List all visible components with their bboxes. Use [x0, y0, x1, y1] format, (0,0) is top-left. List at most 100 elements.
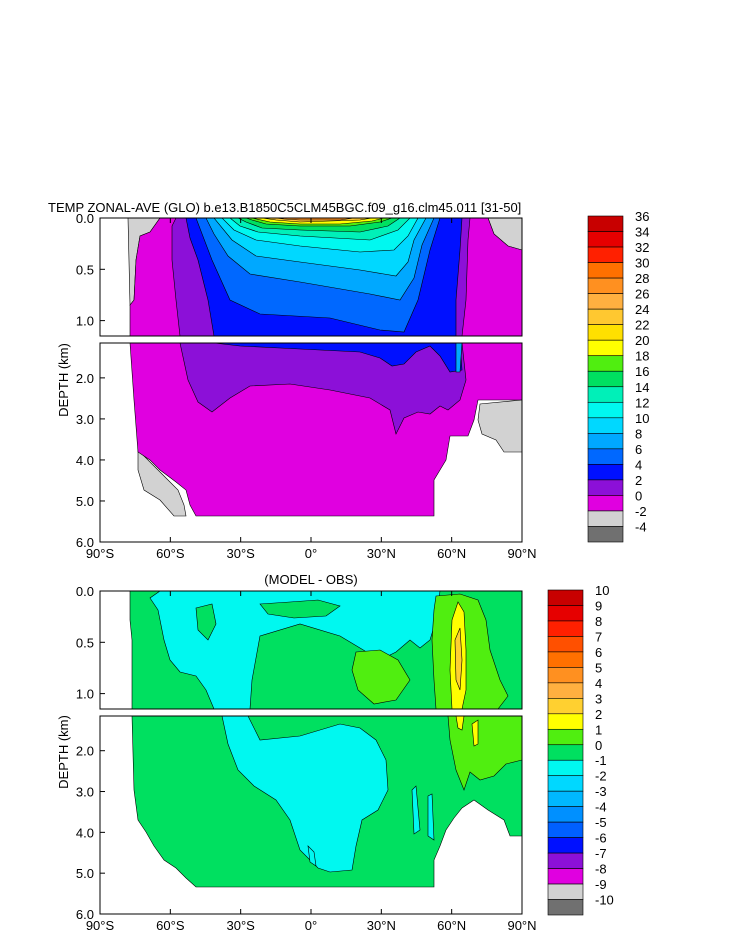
x-tick-label: 90°N [507, 918, 536, 933]
colorbar-label: 32 [635, 240, 649, 255]
y-ticks-upper: 0.0 0.5 1.0 [76, 584, 105, 702]
colorbar-swatch [547, 899, 584, 916]
colorbar-label: 4 [595, 676, 602, 691]
y-tick-label: 0.5 [76, 262, 94, 277]
y-axis-label: DEPTH (km) [56, 715, 71, 789]
colorbar-swatch [587, 308, 624, 325]
colorbar-label: -1 [595, 753, 607, 768]
y-tick-label: 1.0 [76, 687, 94, 702]
colorbar-label: -2 [595, 769, 607, 784]
land-mask [477, 399, 522, 453]
y-tick-label: 5.0 [76, 494, 94, 509]
x-tick-label: 60°S [156, 918, 185, 933]
y-tick-label: 2.0 [76, 744, 94, 759]
colorbar-swatch [547, 759, 584, 777]
colorbar-label: 20 [635, 333, 649, 348]
colorbar-swatch [587, 355, 624, 372]
colorbar-swatch [547, 667, 584, 684]
colorbar-label: 4 [635, 457, 642, 472]
y-tick-label: 0.5 [76, 635, 94, 650]
y-tick-label: 1.0 [76, 314, 94, 329]
colorbar-label: 28 [635, 271, 649, 286]
y-tick-label: 4.0 [76, 453, 94, 468]
colorbar-label: 34 [635, 225, 649, 240]
colorbar-label: -2 [635, 504, 647, 519]
colorbar-label: 3 [595, 691, 602, 706]
colorbar-swatch [587, 262, 624, 279]
upper-depth-plot [100, 218, 522, 336]
x-tick-label: 60°S [156, 546, 185, 561]
colorbar-label: -3 [595, 784, 607, 799]
y-ticks-upper: 0.0 0.5 1.0 [76, 211, 105, 329]
colorbar-swatch [587, 448, 624, 465]
colorbar-label: 22 [635, 318, 649, 333]
colorbar-label: 1 [595, 722, 602, 737]
colorbar-label: 5 [595, 660, 602, 675]
x-tick-label: 0° [305, 546, 317, 561]
colorbar-label: 0 [635, 488, 642, 503]
colorbar-swatch [547, 636, 584, 653]
colorbar-label: 30 [635, 256, 649, 271]
colorbar-swatch [587, 526, 624, 543]
y-tick-label: 3.0 [76, 412, 94, 427]
colorbar-swatch [547, 651, 584, 668]
colorbar-swatch [547, 868, 584, 885]
colorbar-label: -4 [595, 800, 607, 815]
colorbar-swatch [587, 324, 624, 341]
colorbar-swatch [547, 682, 584, 699]
colorbar-swatch [587, 464, 624, 481]
temperature-panel: TEMP ZONAL-AVE (GLO) b.e13.B1850C5CLM45B… [48, 200, 649, 561]
colorbar-label: -8 [595, 862, 607, 877]
colorbar-swatch [547, 806, 584, 823]
y-axis-label: DEPTH (km) [56, 343, 71, 417]
x-tick-label: 30°N [367, 918, 396, 933]
colorbar-label: 24 [635, 302, 649, 317]
x-tick-label: 90°N [507, 546, 536, 561]
colorbar-label: 2 [635, 473, 642, 488]
y-tick-label: 4.0 [76, 825, 94, 840]
colorbar-label: 6 [635, 442, 642, 457]
colorbar-label: -7 [595, 846, 607, 861]
x-ticks: 90°S 60°S 30°S 0° 30°N 60°N 90°N [86, 218, 537, 561]
y-tick-label: 3.0 [76, 785, 94, 800]
colorbar-swatch [587, 386, 624, 403]
colorbar-label: 16 [635, 364, 649, 379]
y-tick-label: 2.0 [76, 371, 94, 386]
y-tick-label: 5.0 [76, 866, 94, 881]
colorbar-swatch [587, 417, 624, 434]
colorbar-swatch [547, 821, 584, 838]
x-tick-label: 30°N [367, 546, 396, 561]
colorbar-swatch [547, 837, 584, 854]
colorbar-swatch [587, 231, 624, 248]
colorbar-swatch [547, 728, 584, 746]
colorbar-swatch [587, 479, 624, 496]
colorbar-swatch [587, 370, 624, 388]
x-tick-label: 90°S [86, 918, 115, 933]
colorbar-swatch [587, 246, 624, 263]
y-ticks-lower: 2.0 3.0 4.0 5.0 6.0 [76, 744, 105, 922]
colorbar-label: 12 [635, 395, 649, 410]
colorbar-swatch [587, 495, 624, 512]
land-mask [137, 449, 187, 517]
colorbar-label: 10 [595, 583, 609, 598]
colorbar-swatch [587, 215, 624, 232]
lower-depth-plot [100, 343, 522, 542]
colorbar-label: 0 [595, 738, 602, 753]
colorbar-swatch [547, 620, 584, 637]
x-tick-label: 0° [305, 918, 317, 933]
y-tick-label: 6.0 [76, 535, 94, 550]
colorbar-label: 8 [635, 426, 642, 441]
colorbar-swatch [547, 775, 584, 792]
y-tick-label: 0.0 [76, 584, 94, 599]
y-ticks-lower: 2.0 3.0 4.0 5.0 6.0 [76, 371, 105, 550]
colorbar-label: 36 [635, 209, 649, 224]
colorbar-swatch [547, 852, 584, 869]
colorbar-label: -4 [635, 519, 647, 534]
colorbar-swatch [547, 713, 584, 730]
y-tick-label: 6.0 [76, 907, 94, 922]
difference-panel: (MODEL - OBS) [56, 572, 614, 933]
colorbar-swatch [547, 589, 584, 606]
colorbar-swatch [587, 510, 624, 527]
